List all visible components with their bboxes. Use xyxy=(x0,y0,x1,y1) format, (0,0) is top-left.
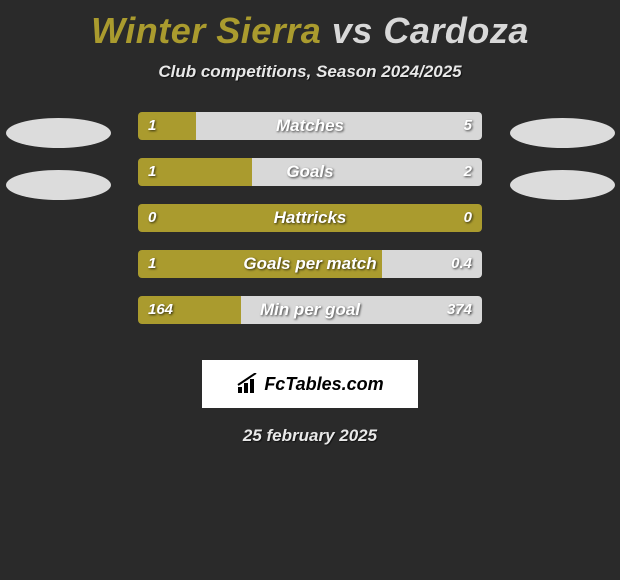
bar-row: 00Hattricks xyxy=(138,204,482,232)
comparison-card: Winter Sierra vs Cardoza Club competitio… xyxy=(0,0,620,580)
bars-icon xyxy=(236,373,260,395)
bar-label: Min per goal xyxy=(138,296,482,324)
subtitle: Club competitions, Season 2024/2025 xyxy=(0,62,620,82)
ellipse-icon xyxy=(510,170,615,200)
brand-logo: FcTables.com xyxy=(236,373,383,395)
ellipse-icon xyxy=(6,118,111,148)
bar-row: 15Matches xyxy=(138,112,482,140)
date-text: 25 february 2025 xyxy=(0,426,620,446)
brand-box: FcTables.com xyxy=(202,360,418,408)
bar-row: 12Goals xyxy=(138,158,482,186)
page-title: Winter Sierra vs Cardoza xyxy=(0,0,620,52)
right-crest xyxy=(507,112,617,182)
bar-label: Goals per match xyxy=(138,250,482,278)
bar-row: 10.4Goals per match xyxy=(138,250,482,278)
bar-label: Goals xyxy=(138,158,482,186)
brand-text: FcTables.com xyxy=(264,374,383,395)
bars-container: 15Matches 12Goals 00Hattricks 10.4Goals per… xyxy=(138,112,482,324)
bar-label: Hattricks xyxy=(138,204,482,232)
ellipse-icon xyxy=(6,170,111,200)
bar-label: Matches xyxy=(138,112,482,140)
title-vs: vs xyxy=(332,10,373,51)
ellipse-icon xyxy=(510,118,615,148)
bar-row: 164374Min per goal xyxy=(138,296,482,324)
title-player2: Cardoza xyxy=(383,10,529,51)
title-player1: Winter Sierra xyxy=(91,10,321,51)
chart-area: 15Matches 12Goals 00Hattricks 10.4Goals per… xyxy=(0,112,620,342)
left-crest xyxy=(3,112,113,182)
